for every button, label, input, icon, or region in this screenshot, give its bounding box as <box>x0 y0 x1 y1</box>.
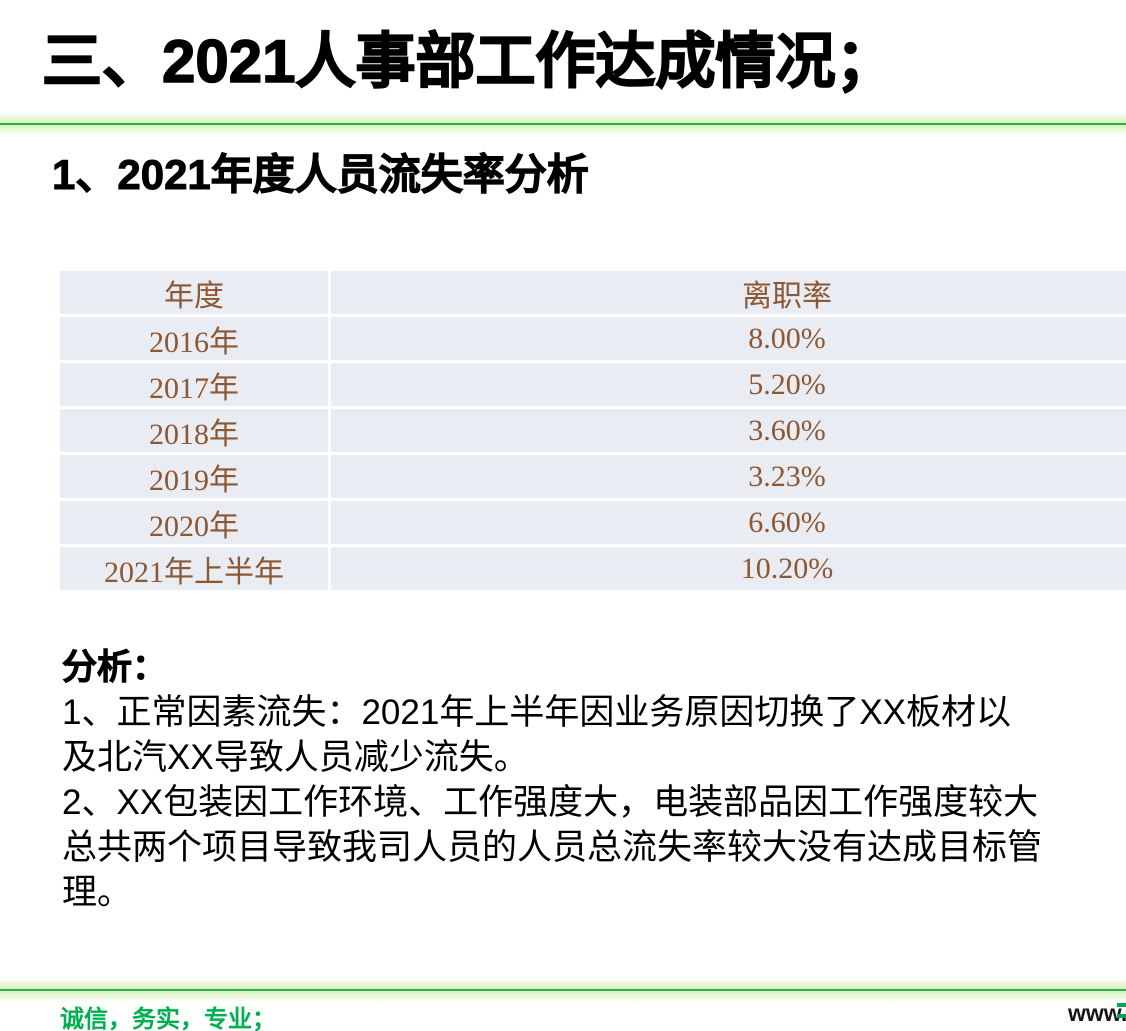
analysis-line: 2、XX包装因工作环境、工作强度大，电装部品因工作强度较大 <box>62 783 1039 822</box>
table-cell-year: 2016年 <box>60 317 328 360</box>
footer-slogan: 诚信，务实，专业； <box>60 1006 276 1031</box>
cutoff-green-glyph-fragment <box>1117 1003 1126 1019</box>
glyph-fragment-bar <box>1117 1014 1126 1018</box>
title-divider-line <box>0 123 1126 125</box>
analysis-line: 总共两个项目导致我司人员的人员总流失率较大没有达成目标管 <box>62 828 1043 867</box>
table-cell-rate: 3.60% <box>331 409 1126 452</box>
footer-url-text: www. <box>1068 1000 1126 1026</box>
table-cell-rate: 8.00% <box>331 317 1126 360</box>
table-cell-rate: 5.20% <box>331 363 1126 406</box>
analysis-line: 及北汽XX导致人员减少流失。 <box>62 738 529 777</box>
section-heading: 1、2021年度人员流失率分析 <box>52 151 590 199</box>
glyph-fragment-bar <box>1117 1003 1126 1007</box>
table-cell-year: 2018年 <box>60 409 328 452</box>
table-cell-year: 2020年 <box>60 501 328 544</box>
analysis-block: 分析： 1、正常因素流失：2021年上半年因业务原因切换了XX板材以 及北汽XX… <box>62 645 1042 915</box>
table-header-year: 年度 <box>60 271 328 314</box>
table-header-rate: 离职率 <box>331 271 1126 314</box>
analysis-label: 分析： <box>62 648 168 688</box>
table-cell-rate: 10.20% <box>331 547 1126 590</box>
table-cell-year: 2021年上半年 <box>60 547 328 590</box>
table-cell-rate: 3.23% <box>331 455 1126 498</box>
analysis-line: 1、正常因素流失：2021年上半年因业务原因切换了XX板材以 <box>62 693 1012 732</box>
table-cell-year: 2019年 <box>60 455 328 498</box>
table-cell-rate: 6.60% <box>331 501 1126 544</box>
slide-title: 三、2021人事部工作达成情况； <box>41 27 896 96</box>
turnover-rate-table: 年度 离职率 2016年 8.00% 2017年 5.20% 2018年 3.6… <box>60 271 1126 590</box>
analysis-line: 理。 <box>62 873 133 912</box>
table-cell-year: 2017年 <box>60 363 328 406</box>
footer-divider-line <box>0 989 1126 991</box>
